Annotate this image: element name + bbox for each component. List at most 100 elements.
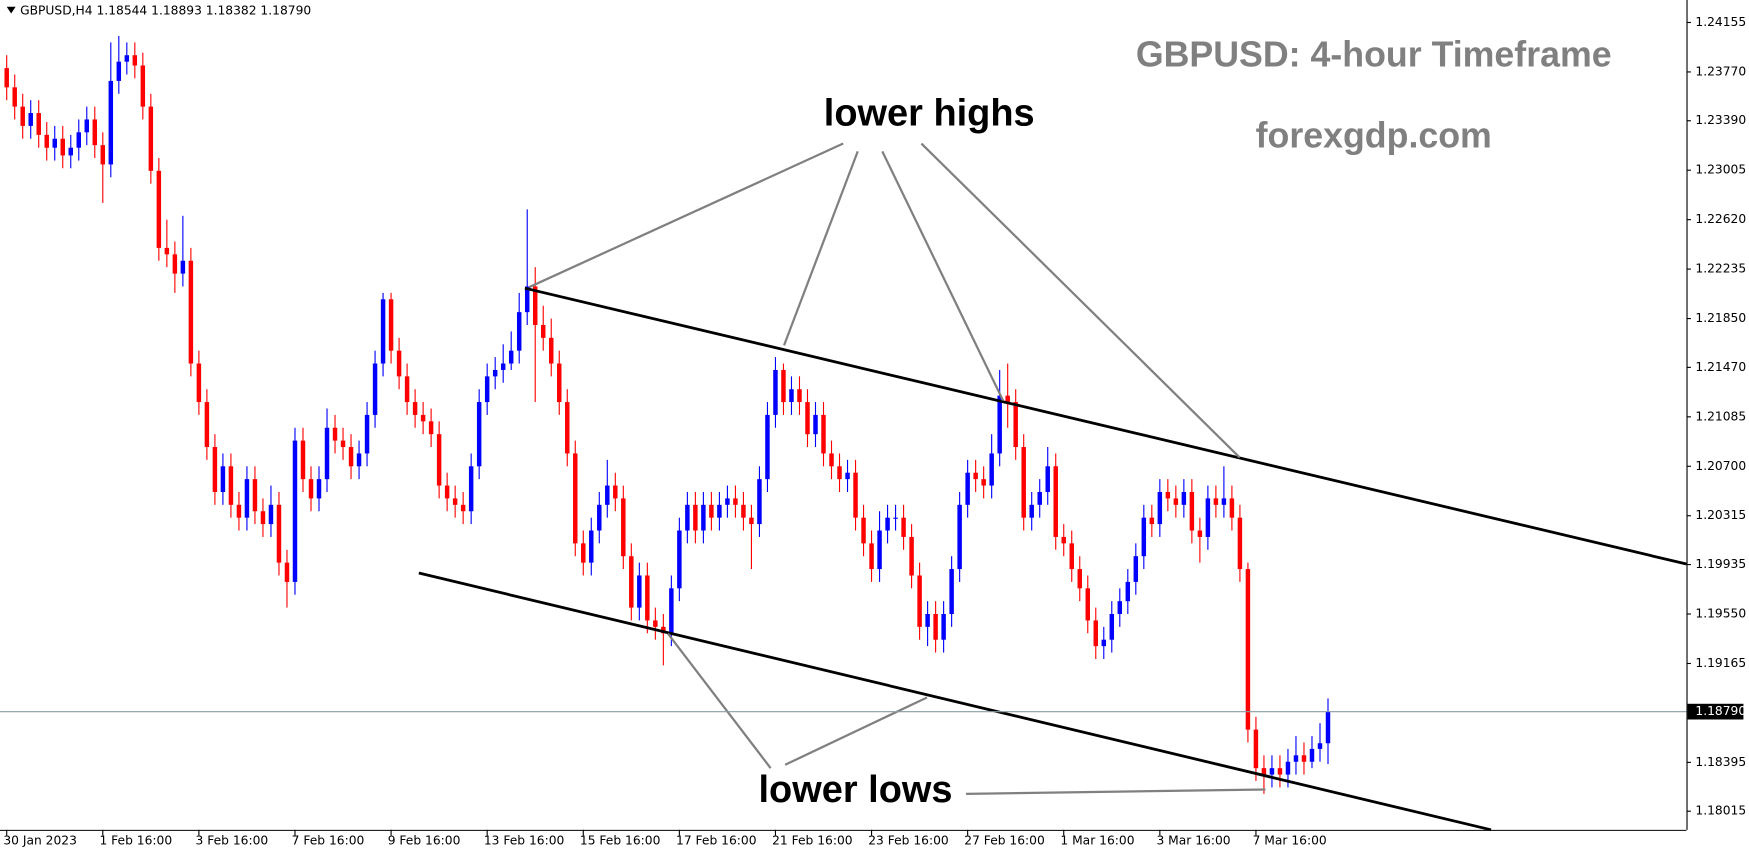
candle-body — [1293, 755, 1299, 762]
y-tick-label: 1.18395 — [1695, 755, 1746, 769]
candle-body — [1301, 755, 1307, 762]
candle-body — [917, 575, 922, 627]
candle-body — [877, 530, 882, 570]
candle-body — [540, 324, 546, 338]
candle-body — [1005, 395, 1010, 403]
candle-body — [549, 337, 554, 364]
candle-body — [228, 466, 234, 505]
candle-body — [420, 414, 426, 422]
candle-body — [837, 466, 842, 480]
candle-body — [1269, 768, 1275, 775]
candle-body — [797, 389, 802, 403]
candle-body — [613, 485, 618, 499]
candle-body — [396, 350, 402, 377]
candle-body — [1029, 504, 1034, 518]
candle-body — [484, 376, 490, 403]
candle-body — [4, 68, 9, 88]
x-tick-label: 7 Mar 16:00 — [1253, 834, 1327, 848]
candle-body — [460, 504, 466, 512]
candle-body — [164, 247, 170, 255]
candle-body — [492, 369, 498, 377]
candle-body — [1053, 466, 1058, 537]
candle-body — [1277, 768, 1283, 775]
candle-body — [476, 402, 482, 467]
x-tick-label: 17 Feb 16:00 — [676, 834, 757, 848]
candle-body — [324, 427, 330, 480]
candle-body — [308, 479, 314, 499]
candle-body — [949, 569, 954, 615]
candle-body — [1325, 711, 1331, 744]
candle-body — [84, 119, 90, 133]
candle-body — [813, 414, 818, 435]
candle-body — [709, 504, 714, 518]
x-tick-label: 21 Feb 16:00 — [772, 834, 853, 848]
x-tick-label: 30 Jan 2023 — [3, 834, 77, 848]
candle-body — [116, 61, 122, 81]
annotation: lower lows — [758, 769, 952, 811]
candle-body — [605, 485, 610, 505]
chart-subtitle: forexgdp.com — [1256, 115, 1492, 155]
y-tick-label: 1.21470 — [1695, 360, 1746, 374]
candle-body — [348, 447, 354, 467]
candle-body — [573, 453, 578, 544]
candle-body — [108, 80, 114, 165]
candle-body — [68, 147, 73, 156]
candle-body — [1101, 639, 1107, 647]
candle-body — [1045, 466, 1050, 492]
x-tick-label: 1 Feb 16:00 — [99, 834, 172, 848]
x-tick-label: 1 Mar 16:00 — [1060, 834, 1134, 848]
candle-body — [468, 466, 474, 512]
y-tick-label: 1.19935 — [1695, 557, 1746, 571]
candle-body — [1069, 543, 1074, 570]
header: GBPUSD,H4 1.18544 1.18893 1.18382 1.1879… — [20, 4, 311, 18]
y-tick-label: 1.18015 — [1695, 804, 1746, 818]
candle-body — [989, 453, 994, 486]
candle-body — [156, 170, 162, 248]
pointer-line — [784, 696, 928, 766]
candle-body — [300, 440, 306, 480]
pointer-line — [782, 150, 859, 346]
x-tick-label: 9 Feb 16:00 — [388, 834, 461, 848]
candle-body — [765, 414, 770, 480]
candle-body — [1021, 447, 1026, 518]
candle-body — [1261, 768, 1267, 775]
candle-body — [204, 402, 210, 448]
candle-body — [589, 530, 594, 563]
candle-body — [1173, 498, 1179, 505]
candle-body — [1013, 402, 1018, 448]
candle-body — [388, 299, 394, 351]
candle-body — [1109, 614, 1115, 640]
candle-body — [581, 543, 586, 563]
candle-body — [677, 530, 682, 589]
candle-body — [380, 299, 386, 364]
upper-channel-line — [524, 286, 1687, 566]
candle-body — [821, 414, 826, 454]
candle-body — [1141, 517, 1147, 557]
pointer-line — [881, 150, 1004, 401]
candle-body — [428, 421, 434, 435]
y-tick-label: 1.24155 — [1695, 15, 1746, 29]
candle-body — [436, 434, 442, 486]
candle-body — [845, 472, 850, 480]
candle-body — [28, 113, 33, 126]
candle-body — [532, 286, 538, 325]
candle-body — [372, 363, 378, 415]
y-tick-label: 1.21850 — [1695, 311, 1746, 325]
y-tick-label: 1.23005 — [1695, 163, 1746, 177]
candle-body — [1157, 491, 1163, 525]
candle-body — [661, 626, 666, 634]
candle-body — [1205, 498, 1211, 537]
candle-body — [412, 402, 418, 415]
candle-body — [252, 479, 258, 512]
candle-body — [148, 106, 154, 171]
candle-body — [364, 414, 370, 454]
candle-body — [749, 517, 754, 525]
candle-body — [1237, 517, 1243, 570]
candle-body — [957, 504, 962, 570]
x-tick-label: 3 Feb 16:00 — [196, 834, 269, 848]
candle-body — [685, 504, 690, 531]
candle-body — [933, 614, 938, 640]
